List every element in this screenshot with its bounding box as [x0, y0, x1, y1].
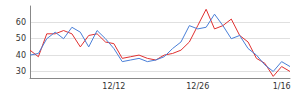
svg-text:1/16: 1/16 [273, 82, 291, 91]
svg-text:30: 30 [16, 67, 26, 76]
svg-text:12/12: 12/12 [102, 82, 125, 91]
svg-text:12/26: 12/26 [186, 82, 209, 91]
svg-text:50: 50 [16, 34, 26, 43]
svg-text:40: 40 [16, 51, 26, 60]
svg-text:60: 60 [16, 18, 26, 27]
